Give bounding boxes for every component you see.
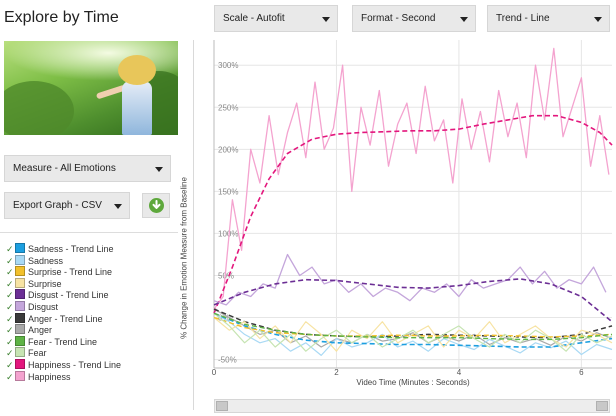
timeline-scrollbar[interactable]: [214, 399, 610, 413]
x-tick-label: 2: [334, 368, 339, 377]
legend-item[interactable]: ✓ Sadness: [6, 254, 64, 267]
series-line-disgust-trend-line: [213, 278, 613, 323]
checkbox-checked-icon[interactable]: ✓: [6, 290, 14, 301]
download-icon: [152, 200, 161, 209]
legend-swatch: [15, 289, 25, 300]
series-line-fear: [213, 312, 613, 352]
checkbox-checked-icon[interactable]: ✓: [6, 360, 14, 370]
legend-item[interactable]: ✓ Surprise: [6, 277, 62, 290]
chevron-down-icon: [322, 17, 330, 22]
chevron-down-icon: [594, 17, 602, 22]
x-tick-label: 0: [212, 368, 217, 377]
series-line-surprise-trend-line: [213, 316, 613, 338]
export-dropdown[interactable]: Export Graph - CSV: [4, 192, 130, 219]
legend-label: Sadness: [28, 255, 64, 266]
checkbox-checked-icon[interactable]: ✓: [6, 255, 14, 266]
thumbnail-child-dress: [122, 81, 152, 135]
legend-label: Sadness - Trend Line: [28, 244, 114, 254]
page-title: Explore by Time: [4, 9, 119, 26]
y-tick-label: -50%: [218, 356, 237, 365]
chevron-down-icon: [460, 17, 468, 22]
plot-area: [214, 40, 612, 368]
thumbnail-child-hair: [118, 55, 156, 85]
y-tick-label: 100%: [218, 229, 238, 238]
legend-label: Anger - Trend Line: [28, 313, 103, 324]
checkbox-checked-icon[interactable]: ✓: [6, 302, 14, 312]
scrollbar-handle-right[interactable]: [596, 401, 608, 411]
checkbox-checked-icon[interactable]: ✓: [6, 325, 14, 336]
panel-divider: [193, 40, 194, 410]
legend-label: Disgust - Trend Line: [28, 290, 109, 301]
y-tick-label: 50%: [218, 271, 234, 280]
legend-item[interactable]: ✓ Anger: [6, 324, 52, 336]
video-thumbnail[interactable]: [4, 41, 178, 135]
legend-swatch: [15, 359, 25, 369]
legend-swatch: [15, 254, 25, 265]
checkbox-checked-icon[interactable]: ✓: [6, 313, 14, 324]
x-tick-label: 6: [579, 368, 584, 377]
measure-dropdown-label: Measure - All Emotions: [13, 163, 116, 174]
series-line-fear-trend-line: [213, 312, 613, 341]
chevron-down-icon: [155, 167, 163, 172]
legend-swatch: [15, 277, 25, 288]
legend-item[interactable]: ✓ Anger - Trend Line: [6, 312, 103, 325]
x-axis-label: Video Time (Minutes : Seconds): [356, 378, 470, 387]
legend-swatch: [15, 243, 25, 253]
series-line-disgust: [213, 253, 607, 306]
format-dropdown-label: Format - Second: [361, 13, 436, 24]
legend-label: Fear - Trend Line: [28, 336, 98, 347]
legend-label: Disgust: [28, 302, 59, 312]
format-dropdown[interactable]: Format - Second: [352, 5, 476, 32]
y-tick-label: 200%: [218, 145, 238, 154]
series-line-sadness-trend-line: [213, 312, 613, 348]
x-tick-label: 4: [457, 368, 462, 377]
legend-label: Anger: [28, 325, 53, 336]
legend-label: Surprise: [28, 278, 62, 289]
checkbox-checked-icon[interactable]: ✓: [6, 278, 14, 289]
legend-label: Fear: [28, 348, 47, 359]
legend-swatch: [15, 324, 25, 335]
legend-item[interactable]: ✓ Fear: [6, 347, 47, 359]
export-dropdown-label: Export Graph - CSV: [13, 200, 102, 211]
y-tick-label: 250%: [218, 103, 238, 112]
legend: ✓ Sadness - Trend Line ✓ Sadness ✓ Surprise -…: [0, 232, 178, 403]
series-line-happiness: [213, 47, 610, 310]
y-tick-label: 150%: [218, 187, 238, 196]
checkbox-checked-icon[interactable]: ✓: [6, 336, 14, 347]
legend-item[interactable]: ✓ Happiness: [6, 370, 71, 383]
series-line-happiness-trend-line: [213, 114, 613, 314]
checkbox-checked-icon[interactable]: ✓: [6, 371, 14, 382]
scale-dropdown[interactable]: Scale - Autofit: [214, 5, 338, 32]
checkbox-checked-icon[interactable]: ✓: [6, 267, 14, 278]
scale-dropdown-label: Scale - Autofit: [223, 13, 285, 24]
legend-item[interactable]: ✓ Fear - Trend Line: [6, 335, 98, 348]
legend-item[interactable]: ✓ Sadness - Trend Line: [6, 243, 114, 255]
chevron-down-icon: [114, 204, 122, 209]
legend-label: Surprise - Trend Line: [28, 267, 113, 278]
legend-swatch: [15, 312, 25, 323]
legend-label: Happiness - Trend Line: [28, 360, 122, 370]
legend-swatch: [15, 301, 25, 311]
checkbox-checked-icon[interactable]: ✓: [6, 348, 14, 359]
y-tick-label: 300%: [218, 61, 238, 70]
legend-swatch: [15, 335, 25, 346]
legend-swatch: [15, 266, 25, 277]
checkbox-checked-icon[interactable]: ✓: [6, 244, 14, 254]
trend-dropdown[interactable]: Trend - Line: [487, 5, 610, 32]
trend-dropdown-label: Trend - Line: [496, 13, 550, 24]
measure-dropdown[interactable]: Measure - All Emotions: [4, 155, 171, 182]
legend-label: Happiness: [28, 371, 71, 382]
legend-item[interactable]: ✓ Disgust - Trend Line: [6, 289, 109, 301]
legend-item[interactable]: ✓ Happiness - Trend Line: [6, 359, 121, 371]
series-line-anger: [213, 308, 613, 348]
scrollbar-handle-left[interactable]: [216, 401, 228, 411]
legend-swatch: [15, 347, 25, 358]
legend-item[interactable]: ✓ Surprise - Trend Line: [6, 266, 112, 278]
download-button[interactable]: [142, 193, 170, 218]
legend-item[interactable]: ✓ Disgust: [6, 301, 58, 313]
legend-swatch: [15, 370, 25, 381]
thumbnail-foliage-left: [4, 81, 74, 135]
